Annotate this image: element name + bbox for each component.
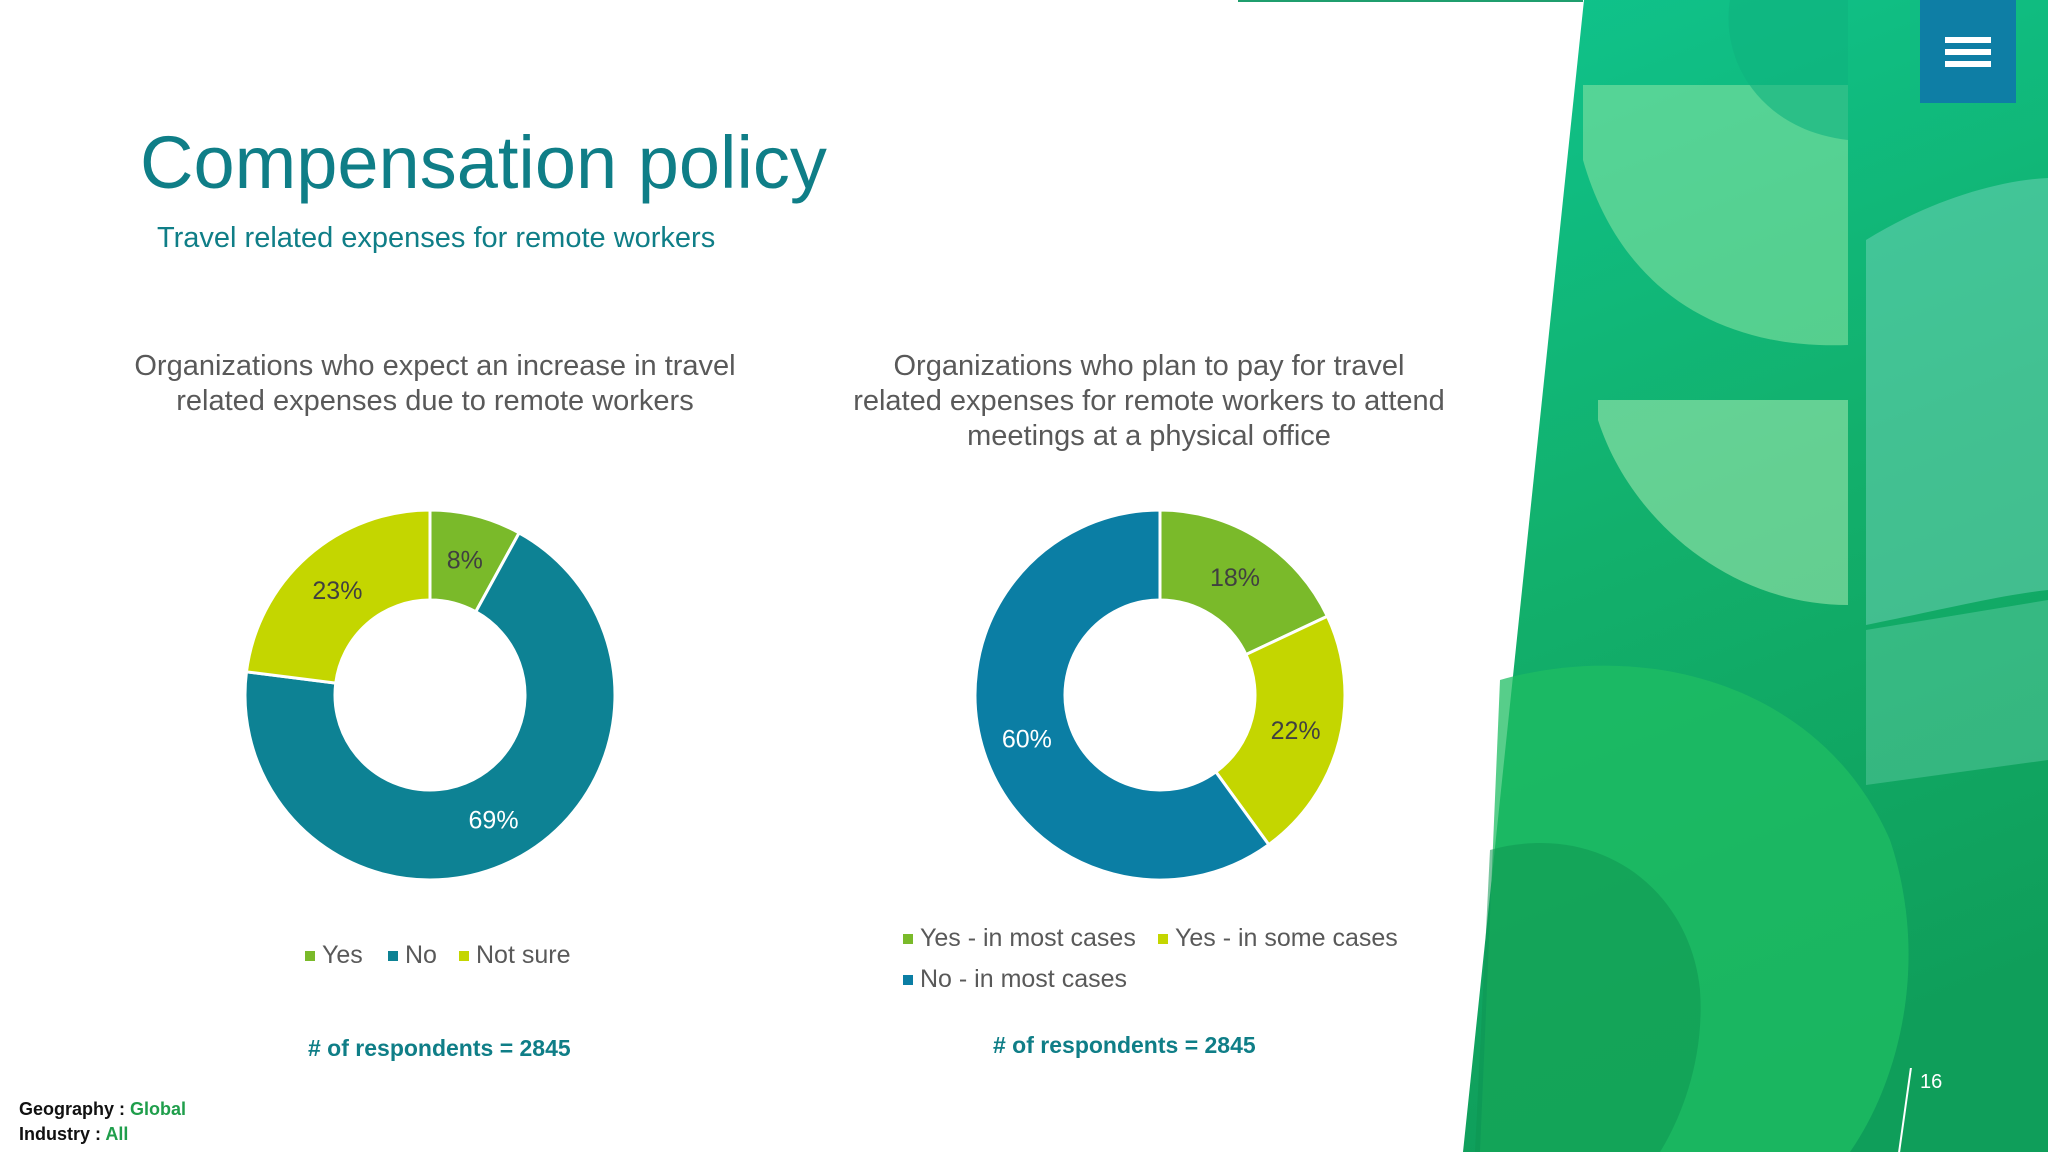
chart-2-data-label-1: 22% (1271, 717, 1321, 745)
footer-industry: Industry : All (19, 1124, 128, 1145)
chart-1-title: Organizations who expect an increase in … (134, 350, 736, 417)
geography-label: Geography : (19, 1099, 126, 1119)
page-title: Compensation policy (140, 121, 827, 204)
chart-2-data-label-2: 60% (1002, 725, 1052, 753)
chart-2-title: Organizations who plan to pay for travel… (853, 350, 1445, 452)
menu-button[interactable] (1920, 0, 2016, 103)
geography-value: Global (130, 1099, 187, 1119)
chart-1-data-label-2: 23% (312, 577, 362, 605)
page-subtitle: Travel related expenses for remote worke… (157, 222, 716, 254)
chart-1-donut: 8% 69% 23% (243, 508, 617, 882)
chart-2-donut: 18% 22% 60% (973, 508, 1347, 882)
industry-value: All (105, 1124, 129, 1144)
chart-2-respondents: # of respondents = 2845 (993, 1032, 1256, 1058)
page-number: 16 (1920, 1071, 1943, 1093)
chart-2-data-label-0: 18% (1210, 564, 1260, 592)
chart-1-slice-1 (243, 530, 617, 882)
chart-1-data-label-1: 69% (469, 807, 519, 835)
chart-2-slice-0 (1158, 508, 1330, 657)
chart-1-slice-2 (244, 508, 432, 685)
footer-geography: Geography : Global (19, 1099, 186, 1120)
chart-2-slice-1 (1213, 614, 1347, 847)
chart-1-respondents: # of respondents = 2845 (308, 1035, 571, 1061)
chart-2-slice-2 (973, 508, 1271, 882)
industry-label: Industry : (19, 1124, 102, 1144)
hamburger-menu-icon (1945, 31, 1991, 73)
chart-1-data-label-0: 8% (447, 546, 483, 574)
top-accent-line (1238, 0, 1583, 2)
